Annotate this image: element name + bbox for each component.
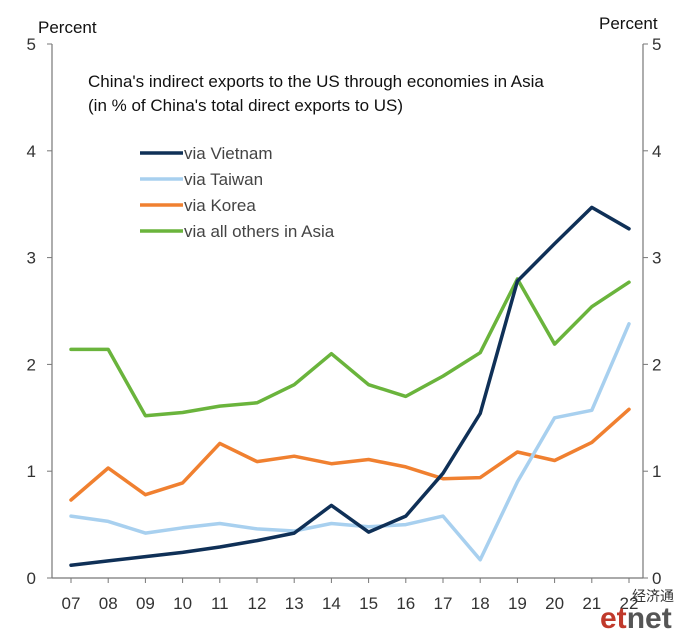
legend: via Vietnam via Taiwan via Korea via all ot… (140, 144, 335, 241)
x-tick-label: 09 (136, 594, 155, 613)
left-axis-unit: Percent (38, 18, 97, 37)
x-tick-label: 20 (545, 594, 564, 613)
right-tick-label: 0 (652, 569, 661, 588)
x-tick-label: 12 (248, 594, 267, 613)
x-axis: 07 08 09 10 11 12 13 14 15 16 17 18 19 20 21 22 (62, 578, 639, 613)
watermark: 经济通 etnet (600, 588, 674, 633)
series-lines (69, 205, 631, 567)
watermark-chinese: 经济通 (632, 588, 674, 604)
x-tick-label: 18 (471, 594, 490, 613)
right-axis-unit: Percent (599, 14, 658, 33)
watermark-logo-et: et (600, 602, 627, 633)
right-tick-label: 1 (652, 462, 661, 481)
left-y-axis: 0 1 2 3 4 5 (27, 35, 52, 588)
legend-label-via-taiwan: via Taiwan (184, 170, 263, 189)
series-line-via-all-others-in-asia (69, 277, 631, 418)
x-tick-label: 21 (582, 594, 601, 613)
plot-frame (51, 44, 644, 579)
legend-label-via-vietnam: via Vietnam (184, 144, 273, 163)
left-tick-label: 2 (27, 355, 36, 374)
watermark-logo-net: net (627, 602, 672, 633)
x-tick-label: 13 (285, 594, 304, 613)
x-tick-label: 16 (396, 594, 415, 613)
right-tick-label: 4 (652, 142, 661, 161)
x-tick-label: 11 (211, 594, 229, 613)
left-tick-label: 5 (27, 35, 36, 54)
left-tick-label: 0 (27, 569, 36, 588)
series-line-via-vietnam (69, 205, 631, 567)
right-y-axis: 0 1 2 3 4 5 (643, 35, 661, 588)
x-tick-label: 19 (508, 594, 527, 613)
right-tick-label: 5 (652, 35, 661, 54)
left-tick-label: 3 (27, 249, 36, 268)
x-tick-label: 10 (173, 594, 192, 613)
right-tick-label: 3 (652, 249, 661, 268)
left-tick-label: 1 (27, 462, 36, 481)
right-tick-label: 2 (652, 355, 661, 374)
watermark-logo: etnet (600, 602, 672, 633)
chart-title-line-2: (in % of China's total direct exports to… (88, 96, 403, 115)
x-tick-label: 17 (434, 594, 453, 613)
series-line-via-korea (69, 407, 631, 502)
legend-label-via-korea: via Korea (184, 196, 256, 215)
series-line-via-taiwan (69, 322, 631, 562)
x-tick-label: 08 (99, 594, 118, 613)
x-tick-label: 15 (359, 594, 378, 613)
left-tick-label: 4 (27, 142, 36, 161)
legend-label-via-all-others-in-asia: via all others in Asia (184, 222, 335, 241)
x-tick-label: 14 (322, 594, 341, 613)
x-tick-label: 07 (62, 594, 81, 613)
chart-title-line-1: China's indirect exports to the US throu… (88, 72, 544, 91)
x-tick-label: 22 (620, 594, 639, 613)
